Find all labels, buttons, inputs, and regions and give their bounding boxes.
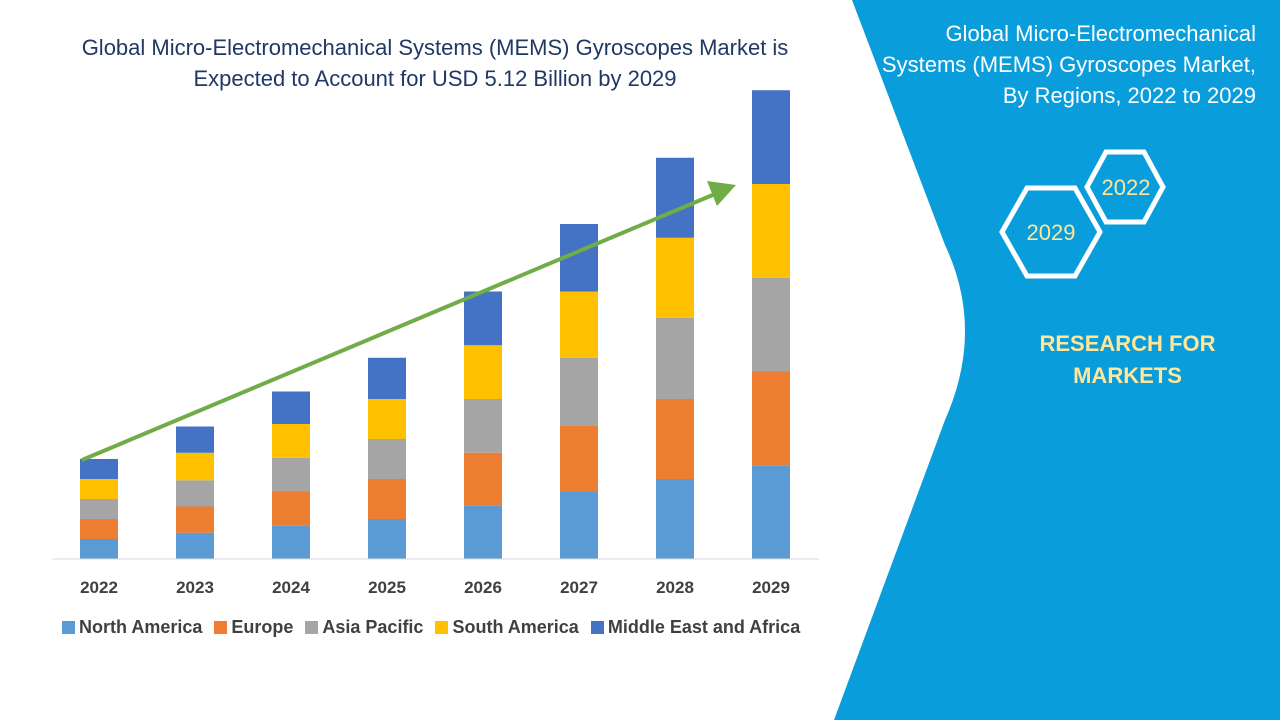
x-tick-label-2022: 2022 [80, 578, 118, 597]
bar-segment-2029-asia-pacific [752, 277, 790, 372]
bar-segment-2029-north-america [752, 465, 790, 559]
bar-segment-2026-middle-east-and-africa [464, 291, 502, 346]
bar-segment-2028-europe [656, 399, 694, 479]
x-tick-label-2026: 2026 [464, 578, 502, 597]
x-tick-label-2023: 2023 [176, 578, 214, 597]
stacked-bar-chart: 2022 2023 2024 2025 2026 2027 2028 2029 [52, 90, 819, 597]
x-tick-label-2025: 2025 [368, 578, 406, 597]
bar-segment-2025-north-america [368, 519, 406, 559]
legend-item-north-america: North America [62, 617, 202, 638]
bar-segment-2028-asia-pacific [656, 317, 694, 399]
legend-label: Middle East and Africa [607, 617, 801, 637]
legend-swatch [62, 621, 75, 634]
bar-segment-2023-asia-pacific [176, 480, 214, 507]
bar-segment-2024-south-america [272, 424, 310, 458]
hexagon-2029-label: 2029 [1027, 220, 1076, 245]
bar-segment-2022-south-america [80, 479, 118, 499]
chart-legend: North America Europe Asia Pacific South Ame… [62, 617, 812, 638]
bar-segment-2024-asia-pacific [272, 457, 310, 492]
bar-segment-2025-europe [368, 479, 406, 519]
legend-item-middle-east-and-africa: Middle East and Africa [590, 617, 801, 638]
x-tick-label-2028: 2028 [656, 578, 694, 597]
bar-segment-2027-south-america [560, 291, 598, 358]
x-tick-label-2024: 2024 [272, 578, 310, 597]
legend-swatch [435, 621, 449, 634]
bar-segment-2025-middle-east-and-africa [368, 357, 406, 399]
bar-segment-2025-south-america [368, 399, 406, 439]
legend-item-south-america: South America [435, 617, 579, 638]
x-axis-ticks: 2022 2023 2024 2025 2026 2027 2028 2029 [80, 578, 790, 597]
bar-segment-2026-asia-pacific [464, 399, 502, 453]
bar-segment-2022-middle-east-and-africa [80, 459, 118, 479]
bar-segment-2027-north-america [560, 491, 598, 559]
hexagon-2022-label: 2022 [1102, 175, 1151, 200]
bar-segment-2022-europe [80, 519, 118, 539]
bar-segment-2023-north-america [176, 532, 214, 559]
bar-segment-2028-south-america [656, 237, 694, 318]
trend-arrow [81, 181, 736, 462]
legend-item-europe: Europe [214, 617, 293, 638]
bar-segment-2025-asia-pacific [368, 439, 406, 479]
bar-segment-2028-middle-east-and-africa [656, 157, 694, 238]
bar-segment-2024-middle-east-and-africa [272, 391, 310, 424]
bar-segment-2026-europe [464, 452, 502, 506]
hexagon-2022: 2022 [1084, 149, 1166, 225]
chart-title: Global Micro-Electromechanical Systems (… [81, 35, 789, 91]
bar-segment-2027-asia-pacific [560, 357, 598, 426]
legend-item-asia-pacific: Asia Pacific [305, 617, 423, 638]
legend-swatch [214, 621, 228, 634]
bar-segment-2024-north-america [272, 525, 310, 559]
legend-label: North America [79, 617, 203, 637]
bars-layer [80, 90, 790, 559]
legend-label: South America [452, 617, 579, 637]
bar-segment-2028-north-america [656, 479, 694, 559]
bar-segment-2027-europe [560, 425, 598, 492]
bar-segment-2022-north-america [80, 539, 118, 559]
bar-segment-2029-middle-east-and-africa [752, 90, 790, 184]
legend-label: Europe [231, 617, 294, 637]
bar-segment-2026-south-america [464, 345, 502, 399]
x-tick-label-2029: 2029 [752, 578, 790, 597]
bar-segment-2023-europe [176, 506, 214, 533]
brand-name: RESEARCH FOR MARKETS [1039, 331, 1216, 388]
side-panel-shape [834, 0, 1280, 720]
hexagon-2029: 2029 [999, 185, 1103, 279]
bar-segment-2026-north-america [464, 505, 502, 559]
legend-swatch [590, 621, 604, 634]
bar-segment-2024-europe [272, 491, 310, 526]
bar-segment-2023-south-america [176, 452, 214, 481]
bar-segment-2029-europe [752, 371, 790, 466]
side-panel-title: Global Micro-Electromechanical Systems (… [881, 21, 1256, 108]
bar-segment-2029-south-america [752, 184, 790, 278]
bar-segment-2022-asia-pacific [80, 499, 118, 519]
legend-swatch [305, 621, 319, 634]
x-tick-label-2027: 2027 [560, 578, 598, 597]
legend-label: Asia Pacific [322, 617, 424, 637]
bar-segment-2023-middle-east-and-africa [176, 426, 214, 453]
